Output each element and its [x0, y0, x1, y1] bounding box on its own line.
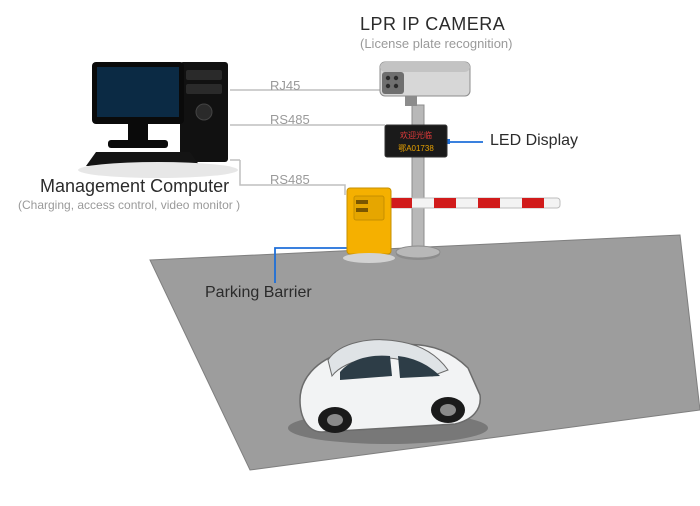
- svg-text:欢迎光临: 欢迎光临: [400, 130, 432, 140]
- svg-text:鄂A01738: 鄂A01738: [398, 144, 434, 153]
- diagram-root: { "type": "system-diagram", "canvas": { …: [0, 0, 700, 506]
- led-display-icon: 欢迎光临 鄂A01738: [385, 125, 447, 157]
- management-computer-icon: [78, 62, 238, 178]
- lpr-camera-subtitle: (License plate recognition): [360, 36, 512, 51]
- management-computer-subtitle: (Charging, access control, video monitor…: [18, 198, 240, 212]
- conn-rj45-label: RJ45: [270, 78, 300, 93]
- conn-rs485b-label: RS485: [270, 172, 310, 187]
- lpr-camera-icon: [380, 62, 470, 106]
- management-computer-title: Management Computer: [40, 176, 229, 197]
- conn-rs485a-label: RS485: [270, 112, 310, 127]
- led-display-label: LED Display: [490, 132, 578, 150]
- lpr-camera-title: LPR IP CAMERA: [360, 14, 505, 35]
- scene-svg: 欢迎光临 鄂A01738: [0, 0, 700, 506]
- parking-barrier-label: Parking Barrier: [205, 284, 312, 302]
